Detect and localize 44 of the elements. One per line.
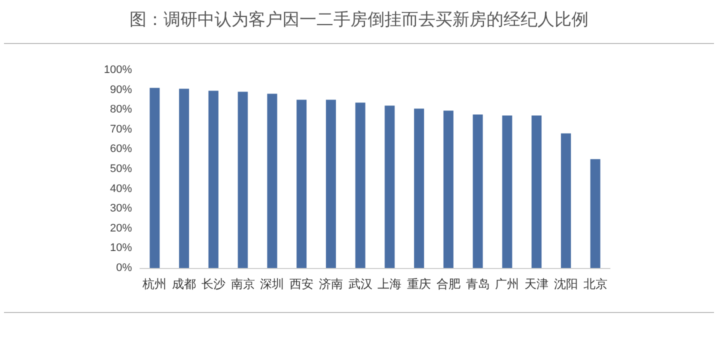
- x-tick-label: 北京: [583, 277, 608, 291]
- bar: [560, 133, 571, 268]
- x-tick-label: 沈阳: [554, 277, 578, 291]
- y-tick-label: 0%: [116, 262, 132, 274]
- y-tick-label: 80%: [110, 104, 132, 116]
- bar: [532, 116, 542, 268]
- x-tick-label: 南京: [230, 277, 255, 291]
- bar: [179, 88, 190, 268]
- x-tick-label: 杭州: [142, 277, 167, 291]
- bar: [414, 108, 424, 268]
- x-tick-label: 深圳: [260, 277, 284, 291]
- bar: [238, 92, 248, 268]
- y-tick-label: 90%: [110, 84, 132, 96]
- y-tick-label: 70%: [110, 123, 132, 136]
- x-tick-label: 成都: [172, 277, 196, 291]
- x-tick-label: 青岛: [466, 277, 490, 291]
- bar: [443, 110, 454, 268]
- x-tick-label: 天津: [524, 277, 549, 291]
- x-tick-label: 上海: [378, 277, 402, 291]
- bar: [326, 100, 336, 268]
- bar: [590, 159, 600, 268]
- x-tick-label: 重庆: [407, 277, 432, 291]
- y-tick-label: 10%: [110, 242, 132, 254]
- chart-title: 图：调研中认为客户因一二手房倒挂而去买新房的经纪人比例: [128, 9, 590, 31]
- x-tick-label: 西安: [290, 277, 314, 291]
- x-tick-label: 广州: [495, 277, 520, 291]
- y-tick-label: 50%: [110, 163, 132, 175]
- y-tick-label: 60%: [110, 143, 132, 156]
- bar: [208, 90, 218, 268]
- bar: [384, 106, 395, 268]
- x-tick-label: 武汉: [348, 277, 372, 291]
- x-tick-label: 合肥: [436, 277, 460, 291]
- bar: [150, 88, 160, 268]
- bar: [355, 102, 366, 268]
- bar: [472, 114, 483, 268]
- y-tick-label: 100%: [104, 64, 132, 76]
- y-tick-label: 40%: [110, 182, 132, 195]
- bar: [296, 100, 307, 268]
- x-tick-label: 长沙: [201, 277, 226, 291]
- y-tick-label: 20%: [110, 222, 132, 234]
- y-tick-label: 30%: [110, 202, 132, 215]
- x-tick-label: 济南: [318, 277, 343, 291]
- bar: [267, 94, 278, 268]
- bar: [502, 116, 512, 268]
